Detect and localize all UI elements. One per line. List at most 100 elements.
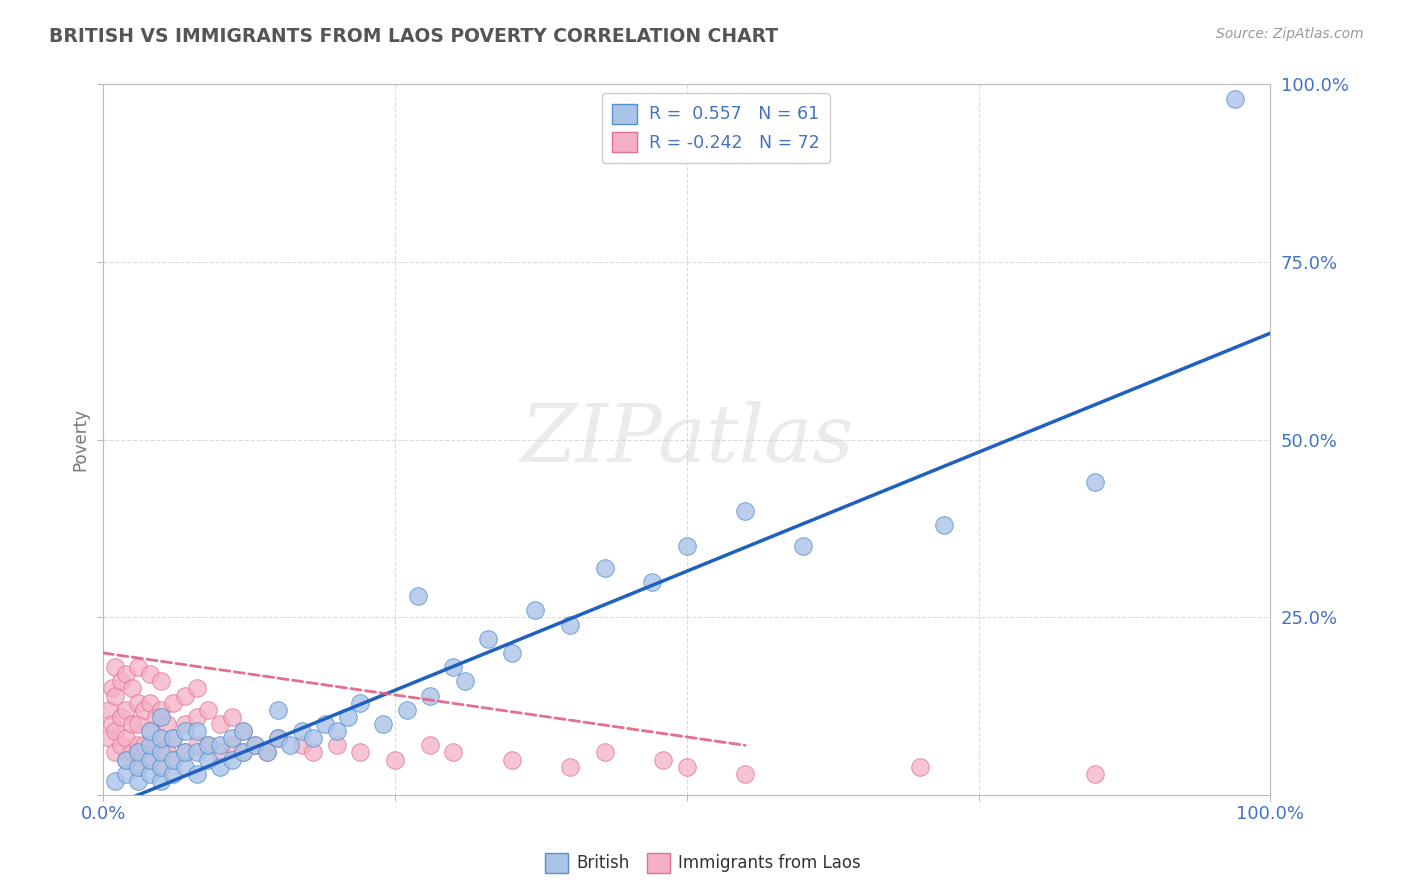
Point bbox=[384, 752, 406, 766]
Point bbox=[302, 746, 325, 760]
Point bbox=[675, 539, 697, 553]
Point bbox=[186, 746, 208, 760]
Point bbox=[349, 696, 371, 710]
Point bbox=[162, 731, 184, 746]
Point bbox=[139, 724, 162, 739]
Point bbox=[302, 731, 325, 746]
Point bbox=[121, 681, 143, 696]
Point bbox=[173, 746, 195, 760]
Point bbox=[454, 674, 477, 689]
Point bbox=[734, 504, 756, 518]
Point bbox=[156, 746, 179, 760]
Point bbox=[110, 710, 132, 724]
Point bbox=[208, 759, 231, 773]
Point bbox=[115, 766, 138, 780]
Point bbox=[150, 773, 173, 788]
Point bbox=[908, 759, 931, 773]
Point bbox=[267, 731, 290, 746]
Point bbox=[290, 739, 312, 753]
Point bbox=[127, 717, 149, 731]
Point bbox=[127, 759, 149, 773]
Point bbox=[121, 746, 143, 760]
Point bbox=[150, 759, 173, 773]
Point bbox=[186, 766, 208, 780]
Point bbox=[127, 773, 149, 788]
Point bbox=[98, 703, 121, 717]
Point bbox=[139, 667, 162, 681]
Point bbox=[593, 746, 616, 760]
Point bbox=[675, 759, 697, 773]
Point bbox=[104, 773, 127, 788]
Point bbox=[186, 724, 208, 739]
Point bbox=[127, 759, 149, 773]
Point bbox=[150, 674, 173, 689]
Point bbox=[121, 717, 143, 731]
Point bbox=[115, 731, 138, 746]
Point bbox=[1084, 766, 1107, 780]
Point bbox=[150, 759, 173, 773]
Point bbox=[110, 674, 132, 689]
Point bbox=[501, 752, 523, 766]
Point bbox=[208, 717, 231, 731]
Point bbox=[127, 739, 149, 753]
Point bbox=[197, 739, 219, 753]
Point bbox=[139, 766, 162, 780]
Point bbox=[173, 717, 195, 731]
Point bbox=[173, 724, 195, 739]
Point bbox=[501, 646, 523, 660]
Point bbox=[932, 518, 955, 533]
Point bbox=[150, 703, 173, 717]
Point bbox=[150, 731, 173, 746]
Point bbox=[186, 739, 208, 753]
Point bbox=[173, 689, 195, 703]
Point bbox=[197, 703, 219, 717]
Point bbox=[150, 710, 173, 724]
Point bbox=[110, 739, 132, 753]
Point bbox=[558, 617, 581, 632]
Point bbox=[792, 539, 814, 553]
Point bbox=[156, 717, 179, 731]
Point bbox=[325, 724, 347, 739]
Point bbox=[162, 731, 184, 746]
Point bbox=[290, 724, 312, 739]
Point bbox=[267, 731, 290, 746]
Point bbox=[101, 717, 124, 731]
Point bbox=[139, 696, 162, 710]
Point bbox=[256, 746, 278, 760]
Point bbox=[162, 696, 184, 710]
Point bbox=[173, 746, 195, 760]
Point bbox=[139, 752, 162, 766]
Point bbox=[145, 739, 167, 753]
Point bbox=[162, 752, 184, 766]
Point bbox=[652, 752, 675, 766]
Point bbox=[221, 731, 243, 746]
Point bbox=[104, 746, 127, 760]
Point bbox=[173, 759, 195, 773]
Legend: R =  0.557   N = 61, R = -0.242   N = 72: R = 0.557 N = 61, R = -0.242 N = 72 bbox=[602, 93, 830, 162]
Point bbox=[232, 746, 254, 760]
Point bbox=[337, 710, 360, 724]
Point bbox=[104, 724, 127, 739]
Point bbox=[1225, 92, 1247, 106]
Point bbox=[524, 603, 547, 617]
Point bbox=[127, 746, 149, 760]
Point bbox=[197, 739, 219, 753]
Point bbox=[162, 766, 184, 780]
Point bbox=[208, 739, 231, 753]
Text: Source: ZipAtlas.com: Source: ZipAtlas.com bbox=[1216, 27, 1364, 41]
Point bbox=[98, 731, 121, 746]
Point bbox=[208, 746, 231, 760]
Point bbox=[221, 739, 243, 753]
Point bbox=[325, 739, 347, 753]
Point bbox=[132, 703, 155, 717]
Legend: British, Immigrants from Laos: British, Immigrants from Laos bbox=[538, 847, 868, 880]
Point bbox=[162, 752, 184, 766]
Point bbox=[373, 717, 395, 731]
Point bbox=[115, 752, 138, 766]
Point bbox=[349, 746, 371, 760]
Point bbox=[145, 710, 167, 724]
Point bbox=[115, 667, 138, 681]
Point bbox=[127, 696, 149, 710]
Point bbox=[267, 703, 290, 717]
Point bbox=[101, 681, 124, 696]
